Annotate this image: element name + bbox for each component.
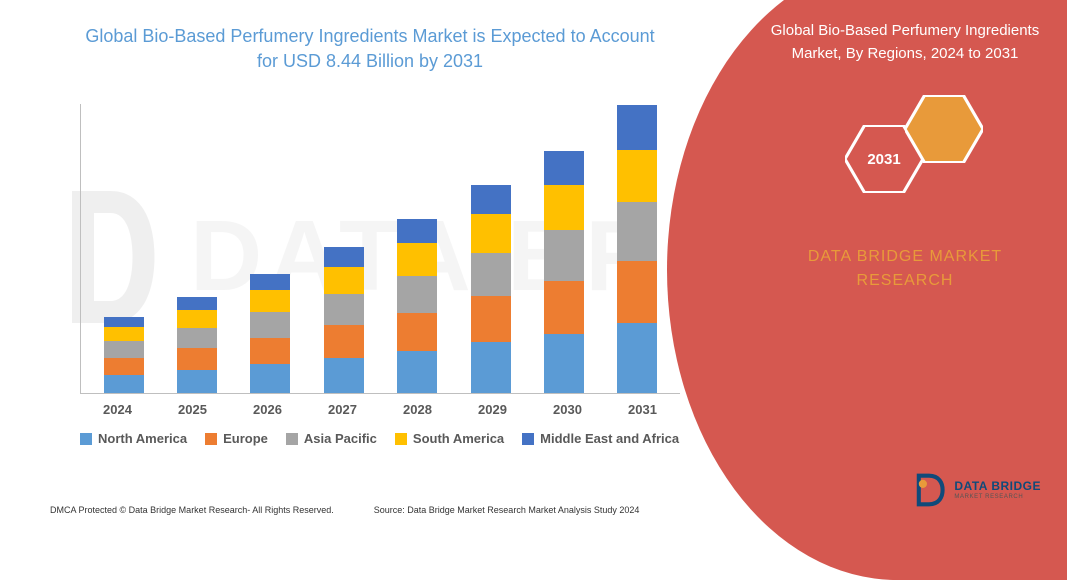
bar-segment bbox=[471, 296, 511, 342]
logo: DATA BRIDGE MARKET RESEARCH bbox=[912, 473, 1041, 507]
bar-segment bbox=[617, 150, 657, 202]
right-panel-title: Global Bio-Based Perfumery Ingredients M… bbox=[767, 20, 1043, 65]
legend-label: Middle East and Africa bbox=[540, 431, 679, 446]
bar-2026 bbox=[250, 274, 290, 394]
bar-segment bbox=[177, 297, 217, 310]
bar-segment bbox=[617, 323, 657, 393]
bar-2029 bbox=[471, 185, 511, 393]
x-tick: 2029 bbox=[473, 402, 513, 417]
x-tick: 2026 bbox=[248, 402, 288, 417]
x-axis: 2024 2025 2026 2027 2028 2029 2030 2031 bbox=[80, 402, 680, 417]
hexagon-2024: 2024 bbox=[905, 95, 983, 163]
logo-line2: MARKET RESEARCH bbox=[954, 494, 1041, 500]
chart-title: Global Bio-Based Perfumery Ingredients M… bbox=[0, 0, 740, 84]
bar-segment bbox=[324, 247, 364, 267]
x-tick: 2027 bbox=[323, 402, 363, 417]
bar-2030 bbox=[544, 151, 584, 393]
logo-text: DATA BRIDGE MARKET RESEARCH bbox=[954, 480, 1041, 500]
bar-segment bbox=[617, 261, 657, 323]
bar-segment bbox=[544, 334, 584, 394]
legend-swatch bbox=[286, 433, 298, 445]
right-content: Global Bio-Based Perfumery Ingredients M… bbox=[767, 0, 1067, 293]
left-panel: Global Bio-Based Perfumery Ingredients M… bbox=[0, 0, 740, 533]
bar-segment bbox=[397, 243, 437, 275]
x-tick: 2025 bbox=[173, 402, 213, 417]
bar-2028 bbox=[397, 219, 437, 393]
logo-mark-icon bbox=[912, 473, 946, 507]
footer-source: Source: Data Bridge Market Research Mark… bbox=[374, 505, 640, 515]
bar-segment bbox=[324, 267, 364, 294]
legend-item: Middle East and Africa bbox=[522, 431, 679, 446]
right-panel: Global Bio-Based Perfumery Ingredients M… bbox=[697, 0, 1067, 533]
bar-segment bbox=[544, 230, 584, 281]
bar-segment bbox=[104, 341, 144, 357]
footer: DMCA Protected © Data Bridge Market Rese… bbox=[50, 505, 730, 515]
x-tick: 2028 bbox=[398, 402, 438, 417]
legend-item: South America bbox=[395, 431, 504, 446]
bar-segment bbox=[471, 214, 511, 252]
legend-item: Asia Pacific bbox=[286, 431, 377, 446]
bar-segment bbox=[250, 338, 290, 365]
bar-segment bbox=[250, 312, 290, 338]
bar-segment bbox=[324, 325, 364, 357]
x-tick: 2031 bbox=[623, 402, 663, 417]
bar-segment bbox=[324, 358, 364, 394]
legend-label: Europe bbox=[223, 431, 268, 446]
legend: North America Europe Asia Pacific South Ame… bbox=[80, 431, 700, 446]
bar-segment bbox=[250, 290, 290, 312]
bar-2024 bbox=[104, 317, 144, 394]
legend-swatch bbox=[205, 433, 217, 445]
bars-container bbox=[81, 104, 680, 393]
legend-swatch bbox=[395, 433, 407, 445]
bar-segment bbox=[324, 294, 364, 325]
legend-item: North America bbox=[80, 431, 187, 446]
bar-segment bbox=[617, 105, 657, 149]
hexagon-group: 2031 2024 bbox=[767, 95, 1043, 215]
bar-segment bbox=[104, 327, 144, 341]
bar-segment bbox=[177, 310, 217, 328]
bar-2027 bbox=[324, 247, 364, 394]
footer-copyright: DMCA Protected © Data Bridge Market Rese… bbox=[50, 505, 334, 515]
legend-swatch bbox=[80, 433, 92, 445]
bar-segment bbox=[471, 253, 511, 297]
bar-segment bbox=[104, 317, 144, 327]
bar-segment bbox=[617, 202, 657, 262]
bar-segment bbox=[104, 375, 144, 394]
bar-segment bbox=[177, 348, 217, 369]
bar-segment bbox=[544, 281, 584, 334]
x-tick: 2024 bbox=[98, 402, 138, 417]
chart-area bbox=[80, 104, 680, 394]
bar-segment bbox=[397, 351, 437, 394]
bar-segment bbox=[177, 370, 217, 394]
logo-line1: DATA BRIDGE bbox=[954, 480, 1041, 492]
legend-label: South America bbox=[413, 431, 504, 446]
brand-text: DATA BRIDGE MARKET RESEARCH bbox=[767, 245, 1043, 293]
legend-label: Asia Pacific bbox=[304, 431, 377, 446]
bar-segment bbox=[397, 219, 437, 243]
legend-label: North America bbox=[98, 431, 187, 446]
bar-segment bbox=[544, 151, 584, 185]
bar-segment bbox=[471, 342, 511, 393]
bar-segment bbox=[104, 358, 144, 375]
bar-segment bbox=[177, 328, 217, 348]
bar-2031 bbox=[617, 105, 657, 393]
bar-segment bbox=[544, 185, 584, 229]
x-tick: 2030 bbox=[548, 402, 588, 417]
legend-item: Europe bbox=[205, 431, 268, 446]
bar-segment bbox=[471, 185, 511, 214]
bar-segment bbox=[397, 276, 437, 313]
bar-segment bbox=[397, 313, 437, 351]
bar-segment bbox=[250, 274, 290, 290]
legend-swatch bbox=[522, 433, 534, 445]
bar-segment bbox=[250, 364, 290, 393]
bar-2025 bbox=[177, 297, 217, 393]
